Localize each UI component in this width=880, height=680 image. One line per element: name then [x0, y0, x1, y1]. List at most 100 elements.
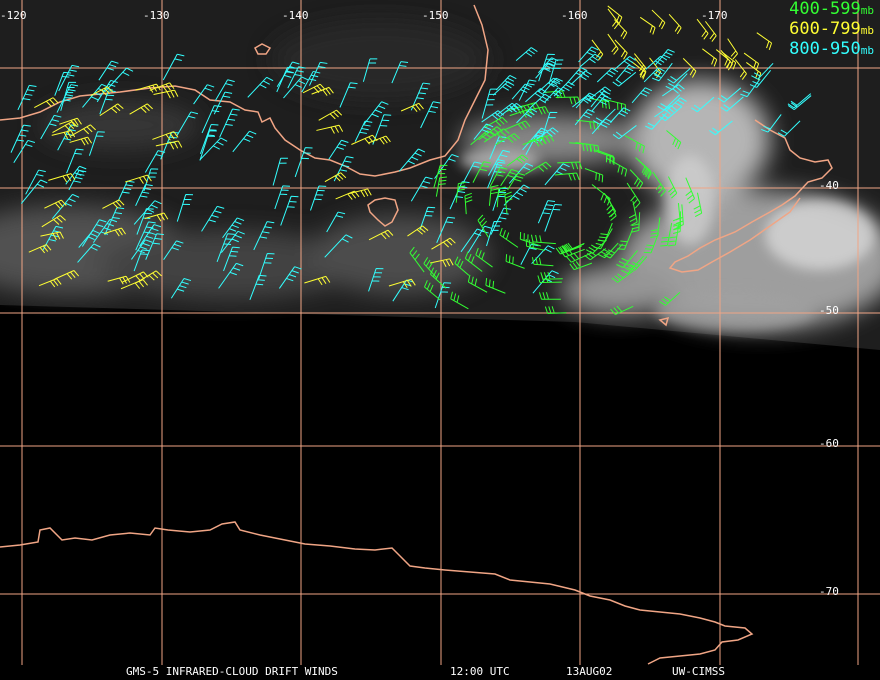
legend-800-950: 800-950mb	[789, 39, 874, 59]
wind-barb	[665, 73, 688, 91]
wind-barb	[77, 243, 101, 263]
lon-label-150: -150	[422, 9, 449, 22]
wind-barb	[44, 199, 67, 209]
wind-barb	[575, 141, 600, 153]
wind-barb	[611, 270, 634, 283]
footer-date: 13AUG02	[566, 665, 613, 678]
wind-barb	[41, 215, 66, 228]
wind-barb	[34, 97, 59, 108]
wind-barb	[391, 61, 409, 84]
wind-barb	[51, 130, 76, 139]
wind-barb	[302, 83, 326, 94]
wind-barb	[566, 252, 593, 263]
wind-barb	[662, 84, 685, 97]
wind-barb	[554, 172, 580, 181]
wind-barb	[597, 222, 613, 242]
wind-barb	[162, 53, 185, 81]
wind-barb	[362, 58, 378, 82]
wind-barb	[276, 61, 300, 88]
wind-barb	[658, 106, 683, 122]
wind-barb	[505, 254, 525, 269]
wind-barb	[149, 82, 175, 92]
wind-barb	[616, 250, 638, 268]
wind-barb	[201, 205, 225, 232]
wind-barb	[301, 70, 321, 93]
coast-kangaroo-island	[254, 43, 272, 55]
wind-barb	[496, 186, 506, 208]
lon-label-170: -170	[701, 9, 728, 22]
wind-barb	[144, 212, 169, 222]
wind-barb	[511, 83, 533, 100]
wind-barb	[92, 218, 118, 243]
wind-barb	[667, 176, 678, 199]
wind-barb	[540, 111, 558, 142]
wind-barb	[199, 124, 219, 154]
wind-barb	[597, 242, 619, 259]
wind-barb	[544, 306, 567, 315]
wind-barb	[544, 203, 562, 232]
wind-barb	[90, 86, 113, 97]
wind-barb	[606, 157, 628, 177]
wind-barb	[309, 185, 327, 211]
wind-barb	[220, 230, 245, 253]
wind-barb	[650, 217, 661, 238]
wind-barb	[749, 70, 772, 88]
wind-barb	[81, 219, 107, 247]
wind-barb	[324, 172, 347, 183]
lon-label-120: -120	[0, 9, 27, 22]
wind-barb	[574, 109, 595, 126]
wind-barb	[593, 149, 615, 165]
wind-barb	[787, 93, 812, 109]
wind-barb	[495, 74, 517, 91]
wind-barb	[488, 185, 499, 206]
footer-source: UW-CIMSS	[672, 665, 725, 678]
coast-stewart-island	[658, 316, 670, 327]
wind-barb	[464, 192, 473, 215]
wind-barb	[530, 234, 556, 245]
wind-barb	[481, 88, 498, 119]
lon-label-140: -140	[282, 9, 309, 22]
wind-barb	[131, 239, 153, 260]
wind-barb	[368, 135, 391, 145]
wind-barb	[214, 79, 235, 102]
legend-600-799: 600-799mb	[789, 19, 874, 39]
wind-barb	[531, 245, 555, 265]
wind-barb	[593, 108, 616, 125]
wind-barb	[709, 120, 733, 136]
wind-barb	[103, 227, 126, 237]
wind-barb	[429, 267, 447, 289]
wind-barb	[615, 64, 636, 81]
wind-barb	[717, 87, 742, 103]
wind-barb	[434, 282, 452, 309]
wind-barb	[777, 120, 801, 137]
wind-barb	[652, 62, 673, 82]
wind-barb	[721, 51, 737, 70]
wind-barb	[595, 149, 614, 164]
wind-barb	[567, 67, 588, 83]
wind-barb	[540, 272, 563, 280]
wind-barb	[133, 249, 150, 272]
wind-barb	[490, 207, 512, 235]
wind-barb	[38, 278, 62, 288]
legend-400-599: 400-599mb	[789, 0, 874, 19]
wind-barb	[734, 59, 747, 80]
wind-barb	[121, 271, 149, 283]
wind-barb	[222, 217, 245, 239]
wind-barb	[368, 229, 394, 241]
wind-barb	[470, 130, 494, 146]
wind-barb	[536, 127, 559, 140]
lat-label-40: -40	[819, 179, 839, 192]
wind-barb	[117, 180, 135, 202]
wind-barb	[420, 101, 441, 129]
wind-barb	[527, 106, 549, 115]
wind-barb	[572, 94, 595, 108]
wind-barb	[740, 78, 761, 98]
wind-barb	[430, 258, 454, 267]
wind-barb	[48, 173, 76, 183]
wind-barb	[756, 32, 773, 51]
wind-barb	[354, 120, 373, 142]
wind-barb	[487, 149, 511, 176]
wind-barb	[500, 168, 519, 187]
wind-barb	[409, 246, 425, 273]
wind-barb	[612, 71, 637, 87]
